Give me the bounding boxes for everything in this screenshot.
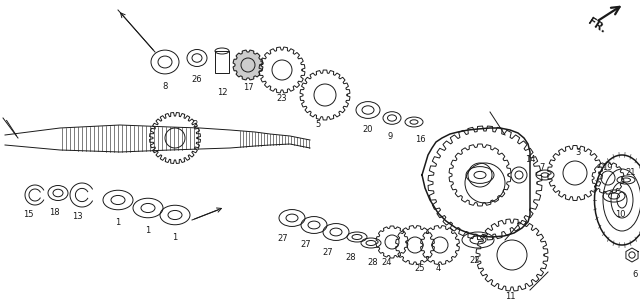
Text: 2: 2 xyxy=(193,120,198,129)
Text: 18: 18 xyxy=(49,208,60,217)
Text: 25: 25 xyxy=(415,264,425,273)
Text: 1: 1 xyxy=(172,233,178,242)
Text: 12: 12 xyxy=(217,88,227,97)
Text: 16: 16 xyxy=(415,135,426,144)
Text: 27: 27 xyxy=(323,248,333,257)
Bar xyxy=(215,51,229,73)
Text: 5: 5 xyxy=(316,120,321,129)
Polygon shape xyxy=(233,50,263,80)
Text: 1: 1 xyxy=(145,226,150,235)
Text: 22: 22 xyxy=(470,256,480,265)
Text: 6: 6 xyxy=(632,270,637,279)
Text: FR.: FR. xyxy=(586,17,608,36)
Text: 24: 24 xyxy=(381,258,392,267)
Text: 9: 9 xyxy=(387,132,392,141)
Text: 4: 4 xyxy=(435,264,440,273)
Text: 28: 28 xyxy=(346,253,356,262)
Text: 1: 1 xyxy=(115,218,120,227)
Text: 10: 10 xyxy=(615,210,625,219)
Text: 20: 20 xyxy=(363,125,373,134)
Text: 27: 27 xyxy=(301,240,311,249)
Text: 26: 26 xyxy=(192,75,202,84)
Text: 15: 15 xyxy=(23,210,33,219)
Text: 11: 11 xyxy=(505,292,515,301)
Text: 21: 21 xyxy=(626,168,636,177)
Text: 28: 28 xyxy=(368,258,378,267)
Text: 23: 23 xyxy=(276,94,287,103)
Text: 3: 3 xyxy=(575,148,580,157)
Text: 27: 27 xyxy=(278,234,288,243)
Text: 13: 13 xyxy=(72,212,83,221)
Text: 17: 17 xyxy=(243,83,253,92)
Text: 19: 19 xyxy=(602,163,612,172)
Text: 8: 8 xyxy=(163,82,168,91)
Text: 7: 7 xyxy=(540,163,545,172)
Text: 14: 14 xyxy=(525,155,535,164)
